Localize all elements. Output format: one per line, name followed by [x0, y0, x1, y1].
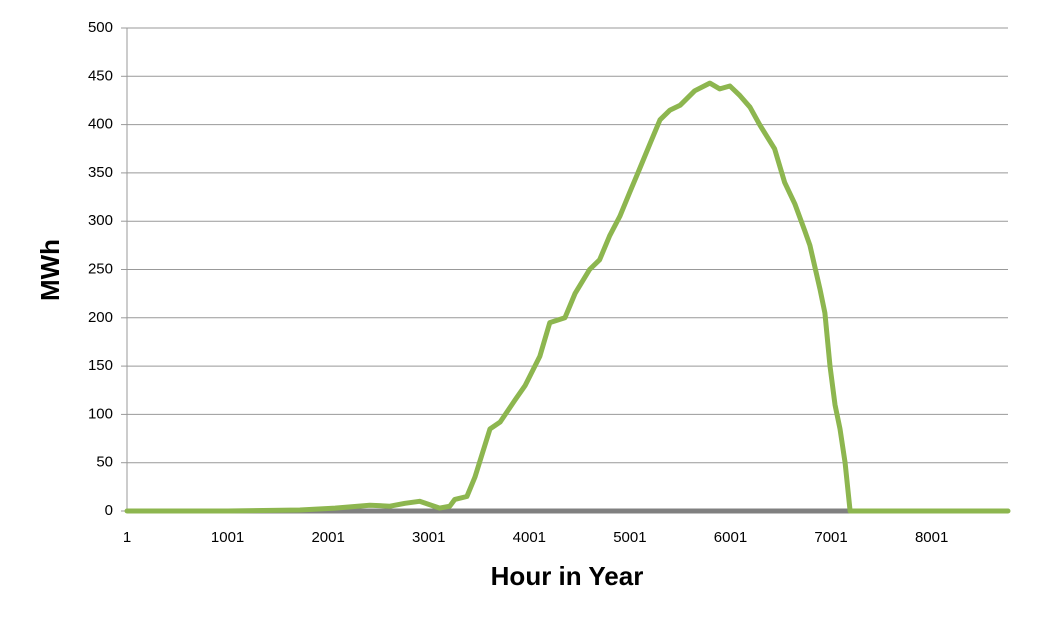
x-tick-label: 7001	[814, 529, 847, 546]
y-axis-title: MWh	[35, 239, 65, 301]
y-tick-label: 50	[96, 454, 113, 471]
x-tick-label: 6001	[714, 529, 747, 546]
y-tick-label: 400	[88, 116, 113, 133]
y-tick-label: 300	[88, 212, 113, 229]
x-tick-label: 5001	[613, 529, 646, 546]
x-tick-label: 4001	[513, 529, 546, 546]
y-tick-label: 200	[88, 309, 113, 326]
y-tick-label: 250	[88, 260, 113, 277]
y-tick-label: 450	[88, 67, 113, 84]
y-tick-label: 500	[88, 19, 113, 36]
x-tick-label: 2001	[311, 529, 344, 546]
y-tick-label: 0	[105, 502, 113, 519]
x-tick-label: 1	[123, 529, 131, 546]
x-tick-label: 1001	[211, 529, 244, 546]
y-tick-label: 350	[88, 164, 113, 181]
y-tick-label: 150	[88, 357, 113, 374]
x-tick-label: 3001	[412, 529, 445, 546]
y-tick-label: 100	[88, 405, 113, 422]
x-axis-title: Hour in Year	[491, 561, 644, 591]
data-line	[124, 80, 1011, 514]
x-tick-label: 8001	[915, 529, 948, 546]
